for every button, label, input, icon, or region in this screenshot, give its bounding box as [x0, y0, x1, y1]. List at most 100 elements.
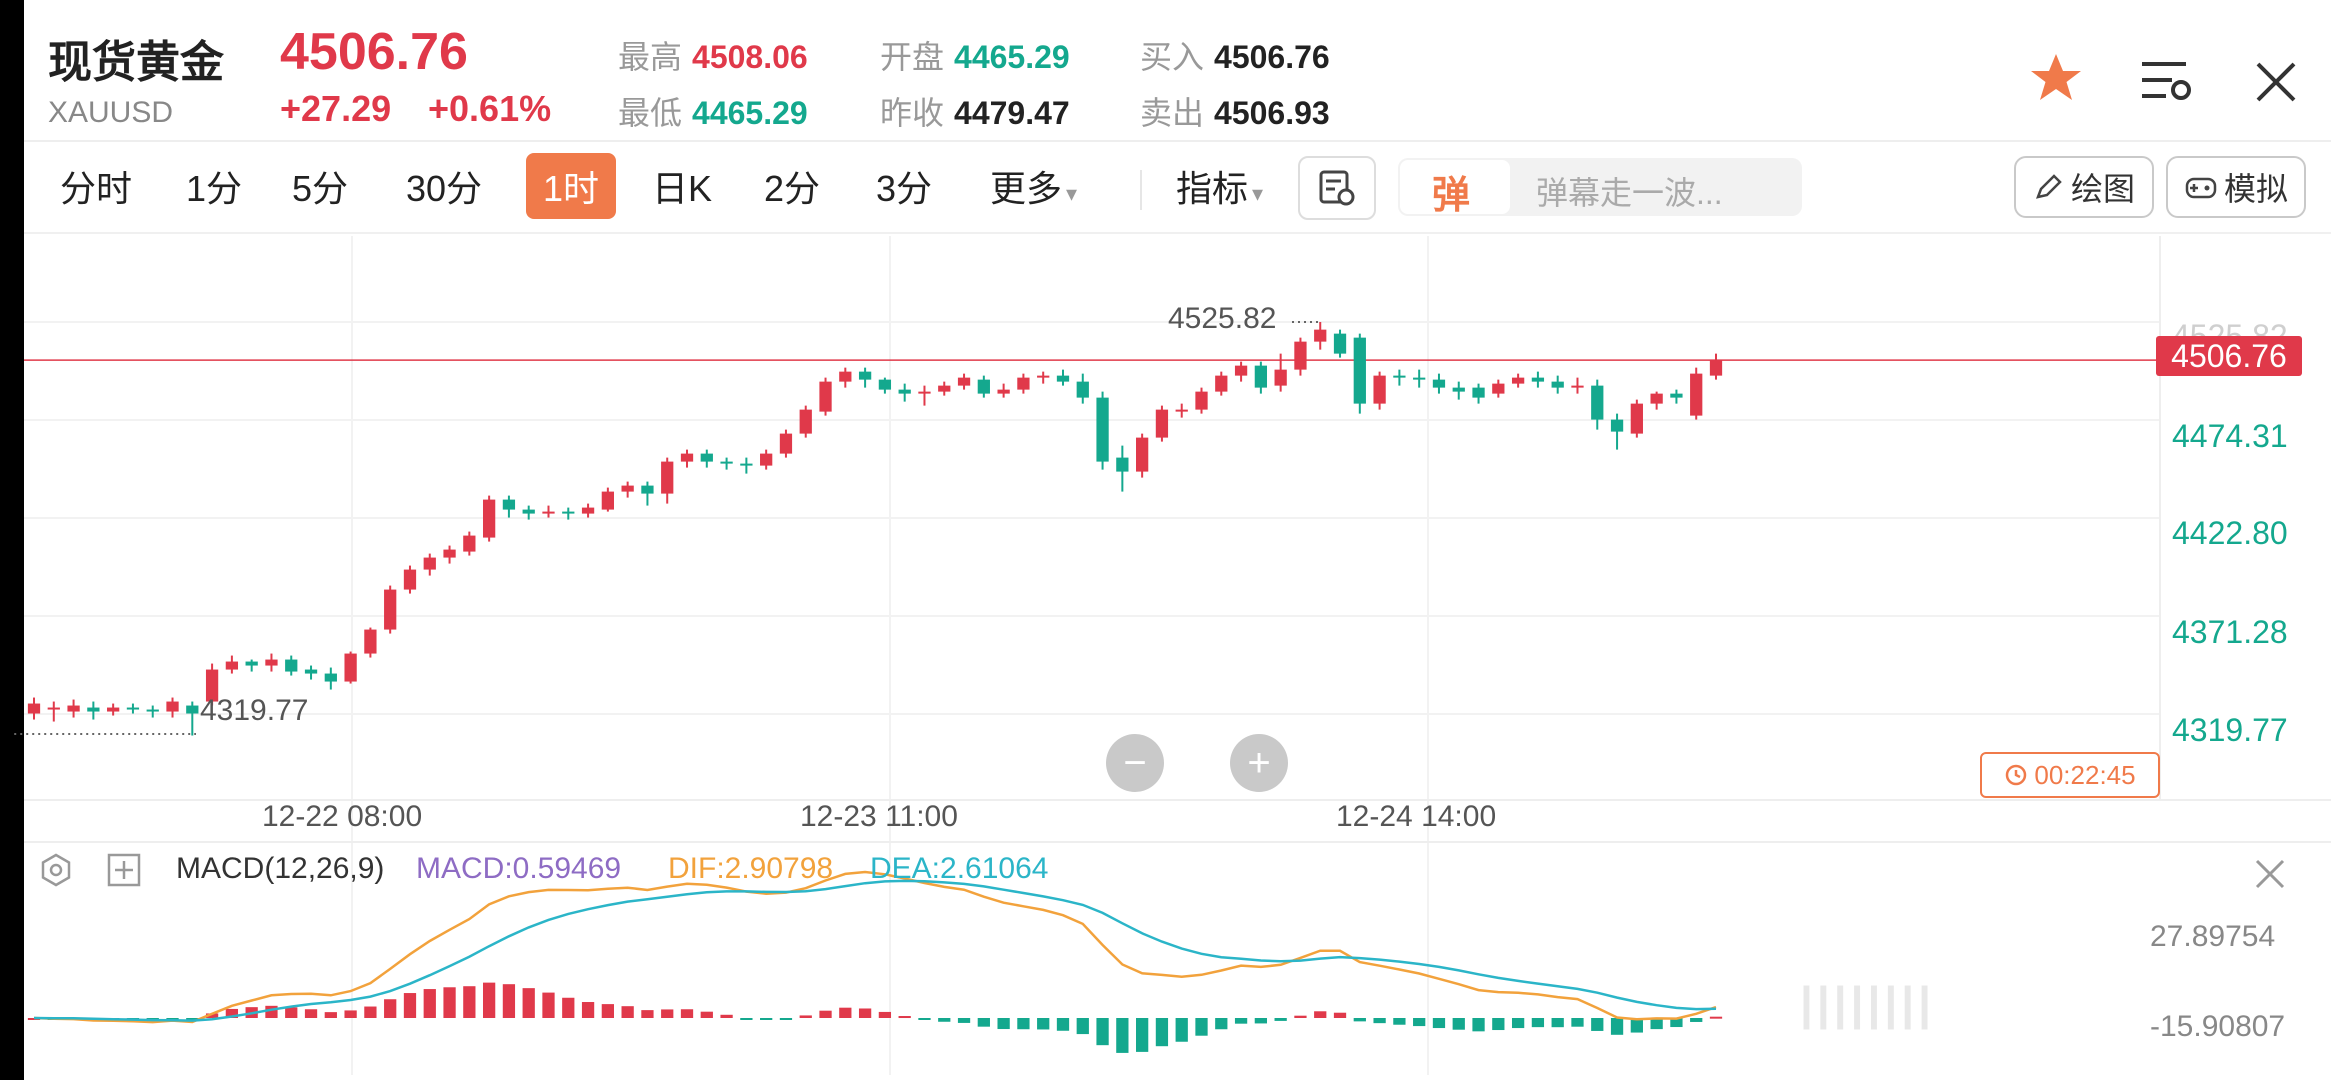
candle-body — [1116, 457, 1129, 472]
candle-body — [1650, 393, 1663, 404]
macd-histogram-bar — [601, 1004, 614, 1018]
candle-body — [641, 485, 654, 494]
candle-body — [1452, 387, 1465, 392]
draw-button[interactable]: 绘图 — [2014, 156, 2154, 218]
macd-value: MACD:0.59469 — [416, 852, 622, 885]
candle-body — [740, 463, 753, 466]
macd-histogram-bar — [562, 997, 575, 1018]
hexagon-settings-icon[interactable] — [38, 852, 74, 888]
macd-histogram-bar — [878, 1011, 892, 1018]
left-screen-edge — [0, 0, 24, 1080]
gamepad-icon — [2185, 177, 2217, 199]
candle-body — [186, 705, 199, 714]
candle-body — [1670, 393, 1683, 398]
candle-body — [146, 709, 159, 712]
dea-value: DEA:2.61064 — [870, 852, 1049, 885]
macd-histogram-bar — [502, 984, 516, 1018]
time-axis-label: 12-24 14:00 — [1336, 800, 1497, 833]
tab-30min[interactable]: 30分 — [406, 168, 483, 209]
price-axis-label: 4422.80 — [2172, 515, 2288, 551]
indicator-dropdown[interactable]: 指标 ▾ — [1176, 168, 1264, 209]
tab-1min[interactable]: 1分 — [186, 168, 243, 209]
candle-body — [463, 535, 476, 552]
macd-histogram-bar — [700, 1011, 713, 1018]
last-price: 4506.76 — [280, 23, 468, 81]
candle-body — [1096, 397, 1109, 462]
candle-body — [1155, 409, 1169, 438]
macd-histogram-bar — [344, 1010, 357, 1018]
chevron-down-icon: ▾ — [1252, 181, 1264, 206]
close-icon[interactable] — [2252, 58, 2300, 106]
tab-5min[interactable]: 5分 — [292, 168, 349, 209]
dea-line — [33, 879, 1717, 1022]
candle-body — [779, 433, 793, 454]
zoom-in-button[interactable]: + — [1230, 734, 1288, 792]
high-annotation: 4525.82 — [1168, 302, 1277, 335]
stat-high: 最高 4508.06 — [618, 39, 808, 75]
danmu-toggle[interactable] — [1400, 160, 1510, 214]
candle-body — [1413, 377, 1426, 380]
candle-body — [1690, 373, 1703, 416]
close-macd-icon[interactable] — [2252, 856, 2288, 892]
tab-3min[interactable]: 3分 — [876, 168, 933, 209]
macd-histogram-bar — [443, 987, 456, 1018]
candle-body — [1492, 383, 1505, 394]
macd-histogram-bar — [1373, 1018, 1386, 1024]
candle-body — [819, 381, 832, 412]
candle-body — [1551, 381, 1564, 388]
macd-histogram-bar — [304, 1009, 318, 1018]
favorite-star-icon[interactable] — [2028, 50, 2084, 106]
candle-body — [1274, 369, 1287, 386]
candle-body — [285, 659, 298, 672]
stat-prev-close: 昨收 4479.47 — [880, 95, 1070, 131]
tab-timeshare[interactable]: 分时 — [60, 168, 133, 209]
toolbar-divider-bottom — [24, 232, 2331, 234]
macd-histogram-bar — [265, 1005, 278, 1018]
macd-histogram-bar — [1432, 1018, 1446, 1029]
macd-histogram-bar — [1116, 1018, 1129, 1053]
candle-body — [878, 379, 892, 390]
macd-histogram-bar — [403, 993, 417, 1018]
tab-1hour[interactable]: 1时 — [526, 153, 616, 219]
candle-body — [225, 661, 239, 670]
chart-settings-button[interactable] — [1298, 156, 1376, 220]
danmu-badge-icon: 弹 — [1432, 175, 1471, 217]
macd-histogram-bar — [1155, 1018, 1169, 1047]
macd-axis-bottom: -15.90807 — [2150, 1010, 2286, 1043]
macd-histogram-bar — [1413, 1018, 1426, 1027]
macd-histogram-bar — [740, 1018, 753, 1020]
tab-2min[interactable]: 2分 — [764, 168, 821, 209]
candle-body — [403, 569, 417, 590]
candle-body — [423, 557, 436, 570]
macd-histogram-bar — [997, 1018, 1010, 1030]
macd-histogram-bar — [898, 1016, 911, 1019]
candle-body — [1017, 377, 1030, 390]
candle-body — [581, 507, 595, 514]
candle-body — [938, 385, 951, 392]
add-indicator-icon[interactable] — [106, 852, 142, 888]
tab-daily[interactable]: 日K — [652, 168, 713, 209]
price-axis-label: 4319.77 — [2172, 712, 2288, 748]
simulate-button[interactable]: 模拟 — [2166, 156, 2306, 218]
candle-body — [1610, 419, 1624, 432]
candle-body — [364, 629, 377, 654]
price-axis-label: 4371.28 — [2172, 614, 2288, 650]
macd-histogram-bar — [1452, 1018, 1465, 1030]
current-price-tag: 4506.76 — [2156, 336, 2302, 376]
candle-body — [1234, 365, 1248, 376]
candle-body — [1393, 375, 1406, 378]
candle-body — [680, 453, 694, 462]
menu-list-icon[interactable] — [2138, 56, 2194, 106]
candle-body — [384, 589, 397, 630]
macd-histogram-bar — [1175, 1018, 1188, 1042]
tab-more[interactable]: 更多 ▾ — [990, 168, 1078, 209]
candle-body — [1076, 381, 1089, 398]
macd-histogram-bar — [522, 988, 535, 1018]
macd-histogram-bar — [1037, 1018, 1050, 1030]
zoom-out-button[interactable]: − — [1106, 734, 1164, 792]
macd-histogram-bar — [1056, 1018, 1070, 1031]
candle-body — [166, 701, 179, 712]
candle-body — [542, 511, 555, 514]
instrument-title: 现货黄金 — [48, 38, 224, 87]
